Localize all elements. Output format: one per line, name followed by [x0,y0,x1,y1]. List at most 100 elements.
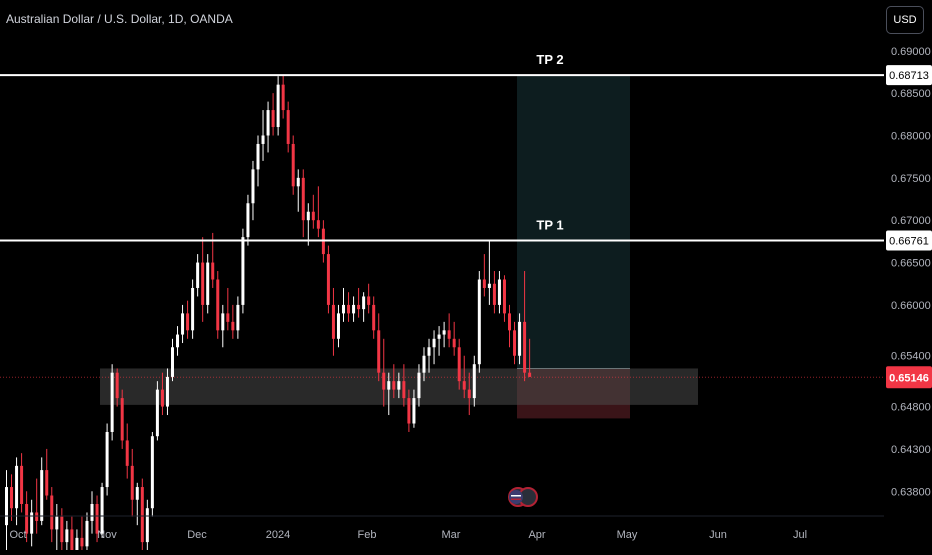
currency-button[interactable]: USD [886,6,924,34]
candle [412,389,416,428]
x-tick-label: Dec [187,529,207,541]
candle-body [75,537,79,551]
x-tick-label: Nov [97,529,117,541]
candle [402,364,406,407]
candle-body [352,304,356,314]
candle [186,300,190,339]
candle-body [100,487,104,534]
candle-body [226,313,230,322]
candle [115,368,119,407]
candle-body [372,304,376,331]
candle-body [145,508,149,543]
candle [201,237,205,322]
candle [417,364,421,407]
candle-body [90,503,94,521]
candle [196,254,200,297]
candle-body [326,254,330,305]
candle-body [301,177,305,221]
candle-body [462,381,466,390]
last-price-tag[interactable] [886,366,932,389]
candle [427,338,431,373]
candle [251,160,255,221]
candle [397,372,401,399]
candle [125,423,129,479]
candle-body [201,262,205,305]
candle-body [331,304,335,339]
candle [513,321,517,365]
candle-body [231,321,235,331]
candle-body [20,465,24,504]
candle-body [135,487,139,500]
candle-body [523,321,527,373]
candle [95,495,99,543]
candle-body [281,84,285,111]
candle [206,254,210,314]
candle [90,491,94,534]
candle [130,448,134,517]
candle [296,169,300,212]
candle-body [5,487,8,526]
candle-body [427,347,431,356]
candle [482,254,486,297]
candle-body [407,398,411,424]
y-tick-label: 0.64300 [891,444,931,456]
candle-body [442,330,446,335]
level-price-tag[interactable] [886,230,932,251]
candle [181,304,185,344]
candle-body [160,389,164,407]
candle-body [497,279,501,305]
candle [55,503,59,551]
candle [266,101,270,153]
y-tick-label: 0.67500 [891,173,931,185]
candle [357,287,361,318]
candle-body [120,398,124,441]
y-tick-label: 0.64800 [891,402,931,414]
symbol-title: Australian Dollar / U.S. Dollar, 1D, OAN… [6,12,233,26]
candle [372,296,376,339]
candle [75,529,79,555]
candle [347,292,351,322]
candle [5,470,8,555]
candle-body [452,338,456,348]
candle [165,368,169,416]
candle-body [417,372,421,399]
candle-body [165,376,169,407]
x-tick-label: May [617,529,638,541]
candle-body [95,503,99,534]
target-zone[interactable] [517,75,630,369]
candle [120,389,124,449]
candle-body [65,529,69,543]
candle-body [487,283,491,288]
candle [140,478,144,551]
us-flag-event-icon[interactable] [508,487,538,507]
candle [311,194,315,229]
candle [221,304,225,348]
candle [216,271,220,339]
candle [502,275,506,322]
candle-body [110,372,114,432]
candle-body [266,110,270,136]
candle [352,296,356,322]
candle [291,135,295,195]
candle [377,313,381,382]
candle-body [261,135,265,144]
candle [523,271,527,382]
candle-body [115,372,119,399]
candle-body [140,487,144,543]
candle [30,499,34,547]
level-price-tag[interactable] [886,65,932,86]
candle-body [502,279,506,314]
candle [387,372,391,416]
candle-body [236,304,240,331]
candle [145,499,149,551]
candle [326,245,330,314]
y-tick-label: 0.68500 [891,88,931,100]
candle [508,304,511,348]
candle [472,355,476,407]
candle [442,321,446,348]
y-tick-label: 0.67000 [891,215,931,227]
candle-body [176,334,180,348]
candle-body [397,381,401,390]
